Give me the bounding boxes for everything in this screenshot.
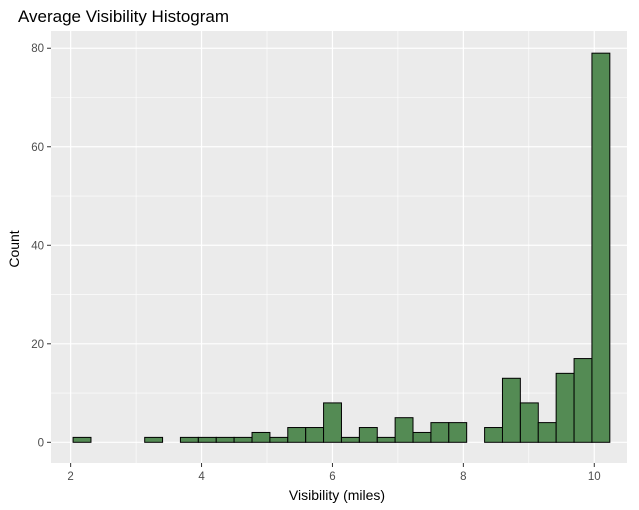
histogram-bar <box>591 52 611 443</box>
y-tick-label: 0 <box>38 437 44 449</box>
y-axis: 0 20 40 60 80 <box>31 43 51 449</box>
histogram-bar <box>358 427 378 443</box>
chart-title: Average Visibility Histogram <box>18 7 229 26</box>
histogram-bar <box>269 436 289 443</box>
histogram-bar <box>519 402 539 443</box>
histogram-bar <box>394 417 414 443</box>
histogram-bar <box>197 436 217 443</box>
x-tick-label: 4 <box>198 471 205 483</box>
x-tick-label: 10 <box>588 471 601 483</box>
bars <box>72 52 611 443</box>
x-tick-label: 8 <box>460 471 466 483</box>
histogram-bar <box>233 436 253 443</box>
histogram-bar <box>555 372 575 443</box>
x-tick-label: 2 <box>67 471 73 483</box>
histogram-bar <box>448 422 468 443</box>
histogram-bar <box>72 436 92 443</box>
histogram-bar <box>144 436 164 443</box>
y-axis-title: Count <box>6 230 22 267</box>
x-tick-label: 6 <box>329 471 335 483</box>
histogram-bar <box>287 427 307 443</box>
histogram-bar <box>215 436 235 443</box>
histogram-bar <box>412 431 432 443</box>
histogram-bar <box>501 377 521 443</box>
histogram-bar <box>376 436 396 443</box>
histogram-bar <box>484 427 503 443</box>
y-tick-label: 40 <box>31 240 44 252</box>
x-axis-title: Visibility (miles) <box>289 487 385 503</box>
histogram-bar <box>340 436 360 443</box>
histogram-bar <box>537 422 557 443</box>
histogram-bar <box>251 431 271 443</box>
histogram-bar <box>179 436 199 443</box>
histogram-bar <box>305 427 325 443</box>
histogram-bar <box>430 422 450 443</box>
x-axis: 2 4 6 8 10 <box>67 463 601 483</box>
histogram-bar <box>573 358 593 443</box>
y-tick-label: 80 <box>31 43 44 55</box>
y-tick-label: 60 <box>31 142 44 154</box>
y-tick-label: 20 <box>31 339 44 351</box>
histogram-bar <box>323 402 342 443</box>
plot-panel <box>51 31 627 463</box>
